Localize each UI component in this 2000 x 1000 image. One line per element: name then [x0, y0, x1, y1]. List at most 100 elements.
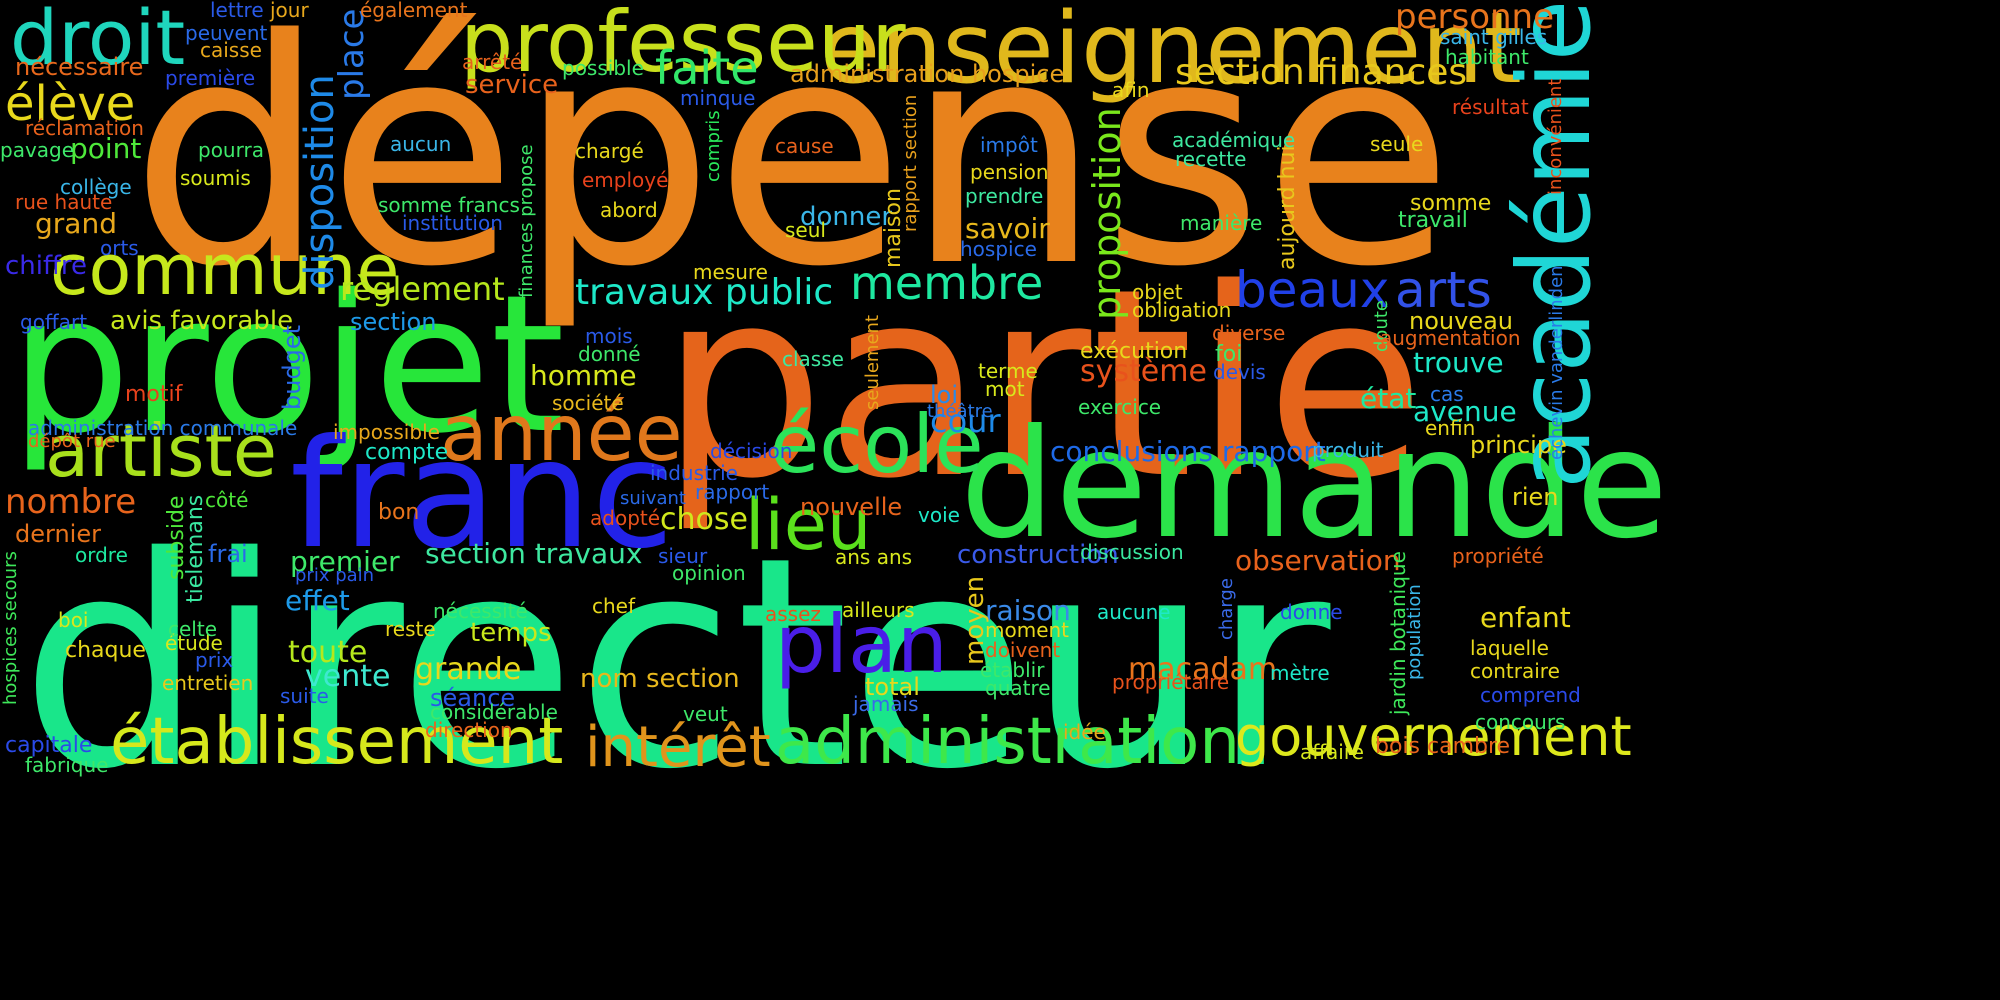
word-habitant: habitant — [1445, 45, 1529, 69]
word-cour: cour — [930, 402, 1001, 440]
word-plan: plan — [775, 598, 948, 691]
word-section-travaux: section travaux — [425, 537, 643, 570]
word-rapport: rapport — [695, 480, 770, 504]
word-aucune: aucune — [1097, 600, 1171, 624]
word-bois-cambre: bois cambre — [1375, 734, 1511, 759]
word-effet: effet — [285, 584, 350, 617]
word-seulement: seulement — [862, 314, 883, 410]
word-enfant: enfant — [1480, 601, 1571, 634]
word-avenue: avenue — [1413, 395, 1517, 428]
word-élève: élève — [5, 76, 136, 132]
word-section: section — [350, 308, 437, 336]
word-suite: suite — [280, 684, 329, 708]
word-chef: chef — [592, 594, 636, 618]
word-savoir: savoir — [965, 212, 1050, 245]
word-temps: temps — [470, 618, 552, 648]
word-conclusions-rapport: conclusions rapport — [1050, 435, 1326, 468]
word-mot: mot — [985, 377, 1025, 401]
word-première: première — [165, 66, 256, 90]
word-travaux-public: travaux public — [575, 272, 834, 313]
word-impôt: impôt — [980, 133, 1038, 157]
word-professeur: professeur — [460, 0, 906, 91]
word-caisse: caisse — [200, 38, 262, 62]
word-théâtre: théâtre — [927, 401, 993, 422]
word-loi: loi — [930, 381, 959, 409]
word-finances-propose: finances propose — [516, 144, 537, 298]
word-administration: administration — [775, 705, 1240, 779]
word-tielemans: tielemans — [183, 494, 208, 603]
word-proposition: proposition — [1085, 107, 1129, 320]
word-discussion: discussion — [1080, 540, 1184, 564]
word-arrêté: arrêté — [462, 50, 523, 74]
word-exercice: exercice — [1078, 395, 1162, 419]
word-raison: raison — [985, 594, 1071, 627]
word-nouvelle: nouvelle — [800, 493, 903, 521]
word-capitale: capitale — [5, 733, 93, 758]
word-vente: vente — [305, 659, 391, 694]
word-motif: motif — [125, 382, 183, 407]
word-donné: donné — [578, 342, 641, 366]
word-trouve: trouve — [1413, 346, 1504, 379]
word-macadam: macadam — [1128, 652, 1278, 687]
word-étude: étude — [165, 631, 223, 655]
word-rapport-section: rapport section — [900, 94, 921, 232]
word-demande: demande — [960, 398, 1669, 572]
word-aujourd-hui: aujourd hui — [1275, 145, 1300, 270]
word-réclamation: réclamation — [25, 116, 144, 140]
word-inconvénient: inconvénient — [1545, 78, 1566, 195]
word-institution: institution — [402, 211, 503, 235]
word-séance: séance — [430, 684, 516, 712]
word-population: population — [1404, 584, 1425, 680]
word-académique: académique — [1172, 128, 1296, 152]
word-propriétaire: propriétaire — [1112, 670, 1230, 694]
word-concours: concours — [1475, 710, 1566, 734]
word-mètre: mètre — [1270, 661, 1330, 685]
word-produit: produit — [1312, 438, 1384, 462]
word-établissement: établissement — [110, 705, 564, 779]
word-arts: arts — [1395, 261, 1492, 319]
word-société: société — [552, 391, 624, 415]
word-donne: donne — [1280, 600, 1343, 624]
word-état: état — [1360, 382, 1417, 415]
word-rien: rien — [1512, 483, 1559, 511]
word-homme: homme — [530, 359, 637, 392]
word-grand: grand — [35, 207, 117, 240]
word-boi: boi — [58, 608, 89, 632]
word-pourra: pourra — [198, 138, 264, 162]
word-collège: collège — [60, 175, 132, 199]
word-opinion: opinion — [672, 561, 746, 585]
word-résultat: résultat — [1452, 95, 1529, 119]
word-industrie: industrie — [650, 461, 738, 485]
word-affaire: affaire — [1300, 740, 1364, 764]
word-abord: abord — [600, 198, 658, 222]
word-charge: charge — [1216, 578, 1237, 640]
word-comprend: comprend — [1480, 683, 1581, 707]
word-pavage: pavage — [0, 138, 75, 162]
word-mesure: mesure — [693, 260, 768, 284]
word-projet: projet — [10, 254, 565, 475]
word-orts: orts — [100, 236, 139, 260]
word-dépense: dépense — [130, 0, 1454, 335]
word-chaque: chaque — [65, 638, 146, 663]
word-beaux: beaux — [1235, 261, 1390, 319]
word-hospice: hospice — [960, 237, 1037, 261]
word-bon: bon — [378, 500, 420, 525]
word-prix: prix — [195, 648, 234, 672]
word-lettre: lettre — [210, 0, 264, 22]
word-nécessaire: nécessaire — [15, 53, 144, 81]
word-moment: moment — [985, 618, 1070, 642]
word-disposition: disposition — [297, 74, 343, 290]
word-système: système — [1080, 354, 1207, 389]
word-place: place — [332, 8, 372, 100]
word-impossible: impossible — [333, 420, 440, 444]
word-franc: franc — [290, 408, 674, 582]
word-classe: classe — [782, 347, 844, 371]
word-année: année — [440, 389, 683, 479]
word-point: point — [70, 132, 142, 165]
word-ordre: ordre — [75, 543, 128, 567]
word-veut: veut — [683, 702, 728, 726]
word-voie: voie — [918, 503, 960, 527]
word-cause: cause — [775, 134, 834, 158]
word-recette: recette — [1175, 147, 1247, 171]
